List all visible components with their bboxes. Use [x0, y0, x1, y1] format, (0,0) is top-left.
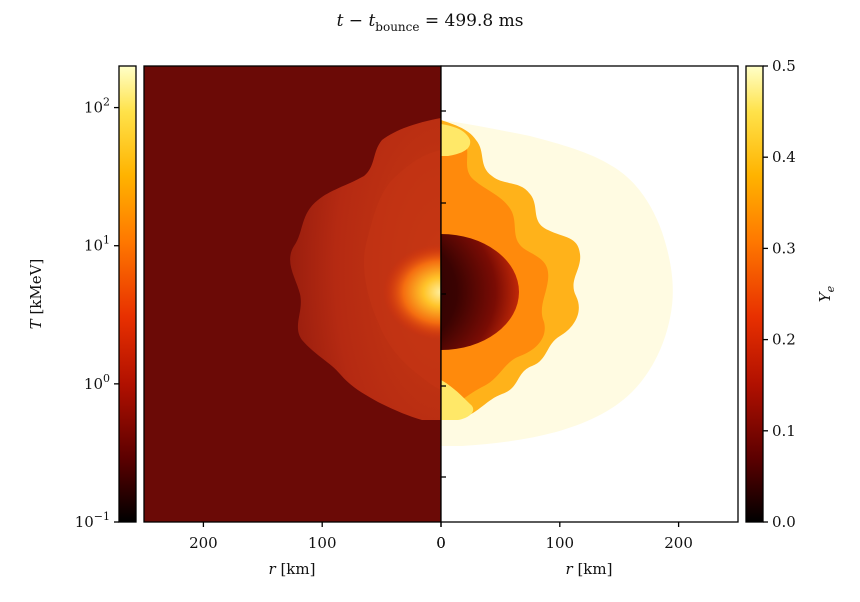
temperature-panel: [144, 66, 441, 522]
left-colorbar-tick-label-1: 100: [84, 372, 110, 393]
right-colorbar-tick-label-2: 0.2: [772, 331, 796, 349]
left-colorbar-tick-label-2: 101: [84, 234, 110, 255]
right-colorbar-tick-label-5: 0.5: [772, 57, 796, 75]
temperature-hot-core: [383, 244, 441, 340]
right-colorbar-tick-label-1: 0.1: [772, 422, 796, 440]
right-x-axis: 0 100 200: [436, 522, 693, 552]
midline-ticks: [441, 110, 446, 478]
left-x-tick-label-0: 200: [189, 534, 218, 552]
right-colorbar-label: Ye: [816, 285, 837, 302]
left-x-axis: 200 100 0: [189, 522, 446, 552]
left-colorbar-label: T [kMeV]: [27, 259, 45, 330]
ye-panel: [441, 66, 738, 522]
right-colorbar-tick-label-4: 0.4: [772, 148, 796, 166]
left-colorbar-ticks: 10−1 100 101 102: [75, 96, 119, 531]
right-x-axis-label: r [km]: [566, 560, 613, 578]
chart-title: t − tbounce = 499.8 ms: [337, 11, 524, 34]
left-colorbar-tick-label-0: 10−1: [75, 510, 110, 531]
ye-deleptonized-core: [441, 234, 519, 350]
left-x-tick-label-2: 0: [436, 534, 446, 552]
left-colorbar-tick-label-3: 102: [84, 96, 110, 117]
ye-plume-bright-edge: [441, 124, 474, 420]
left-colorbar: [118, 65, 137, 523]
right-colorbar: [745, 65, 764, 523]
right-colorbar-tick-label-3: 0.3: [772, 239, 796, 257]
right-x-tick-label-1: 100: [545, 534, 574, 552]
right-colorbar-ticks: 0.0 0.1 0.2 0.3 0.4 0.5: [763, 57, 796, 531]
right-x-tick-label-2: 200: [664, 534, 693, 552]
left-x-axis-label: r [km]: [269, 560, 316, 578]
right-colorbar-tick-label-0: 0.0: [772, 513, 796, 531]
right-x-tick-label-0: 0: [436, 534, 446, 552]
left-x-tick-label-1: 100: [308, 534, 337, 552]
